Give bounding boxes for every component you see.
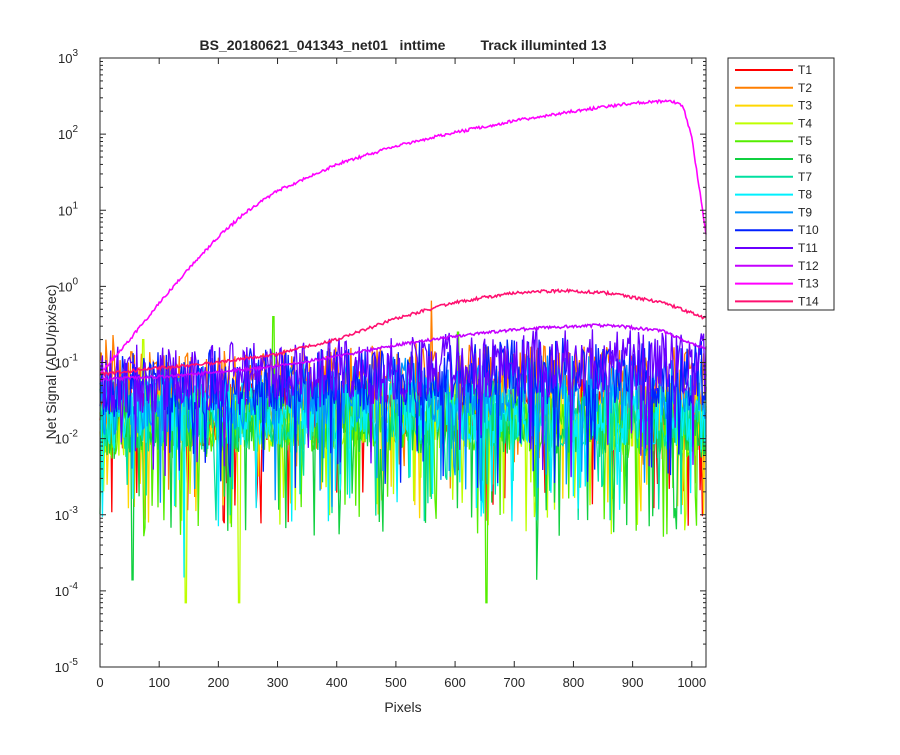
x-tick-label: 400 (326, 675, 348, 690)
x-tick-label: 0 (96, 675, 103, 690)
x-axis-label: Pixels (384, 699, 421, 715)
legend-label-t6: T6 (798, 152, 812, 166)
y-tick-label: 103 (58, 48, 78, 66)
legend-label-t13: T13 (798, 277, 819, 291)
x-tick-label: 200 (208, 675, 230, 690)
legend-label-t1: T1 (798, 63, 812, 77)
series-line-t10 (99, 337, 707, 489)
y-tick-label: 10-3 (55, 505, 79, 523)
legend-box (727, 57, 835, 311)
y-tick-label: 10-4 (55, 581, 79, 599)
legend: T1 T2 T3 T4 T5 T6 T7 T8 T9 T10 T11 T12 T13 T14 (727, 57, 835, 311)
legend-label-t10: T10 (798, 223, 819, 237)
x-tick-label: 900 (622, 675, 644, 690)
series-line-t8 (99, 375, 707, 578)
x-tick-label: 800 (563, 675, 585, 690)
y-tick-label: 102 (58, 124, 78, 142)
legend-label-t11: T11 (798, 241, 818, 255)
legend-label-t4: T4 (798, 116, 812, 130)
x-tick-label: 600 (444, 675, 466, 690)
series-layer (99, 99, 707, 604)
legend-label-t7: T7 (798, 170, 812, 184)
legend-label-t5: T5 (798, 134, 812, 148)
x-tick-label: 500 (385, 675, 407, 690)
legend-label-t12: T12 (798, 259, 819, 273)
x-tick-label: 700 (503, 675, 525, 690)
x-tick-label: 1000 (677, 675, 706, 690)
legend-label-t3: T3 (798, 99, 812, 113)
series-line-t13 (99, 99, 707, 375)
y-tick-label: 10-5 (55, 657, 79, 675)
series-line-t14 (99, 287, 707, 378)
y-tick-label: 100 (58, 276, 78, 294)
legend-label-t9: T9 (798, 205, 812, 219)
x-tick-label: 300 (267, 675, 289, 690)
y-axis-label: Net Signal (ADU/pix/sec) (43, 285, 59, 440)
legend-label-t8: T8 (798, 188, 812, 202)
chart-title: BS_20180621_041343_net01 inttime Track i… (200, 37, 607, 53)
legend-label-t2: T2 (798, 81, 812, 95)
series-line-t12 (99, 322, 707, 382)
y-tick-label: 101 (58, 200, 78, 218)
x-tick-label: 100 (148, 675, 170, 690)
x-axis-ticks: 0 100 200 300 400 500 600 700 800 900 1000 (96, 58, 706, 690)
legend-label-t14: T14 (798, 294, 819, 308)
